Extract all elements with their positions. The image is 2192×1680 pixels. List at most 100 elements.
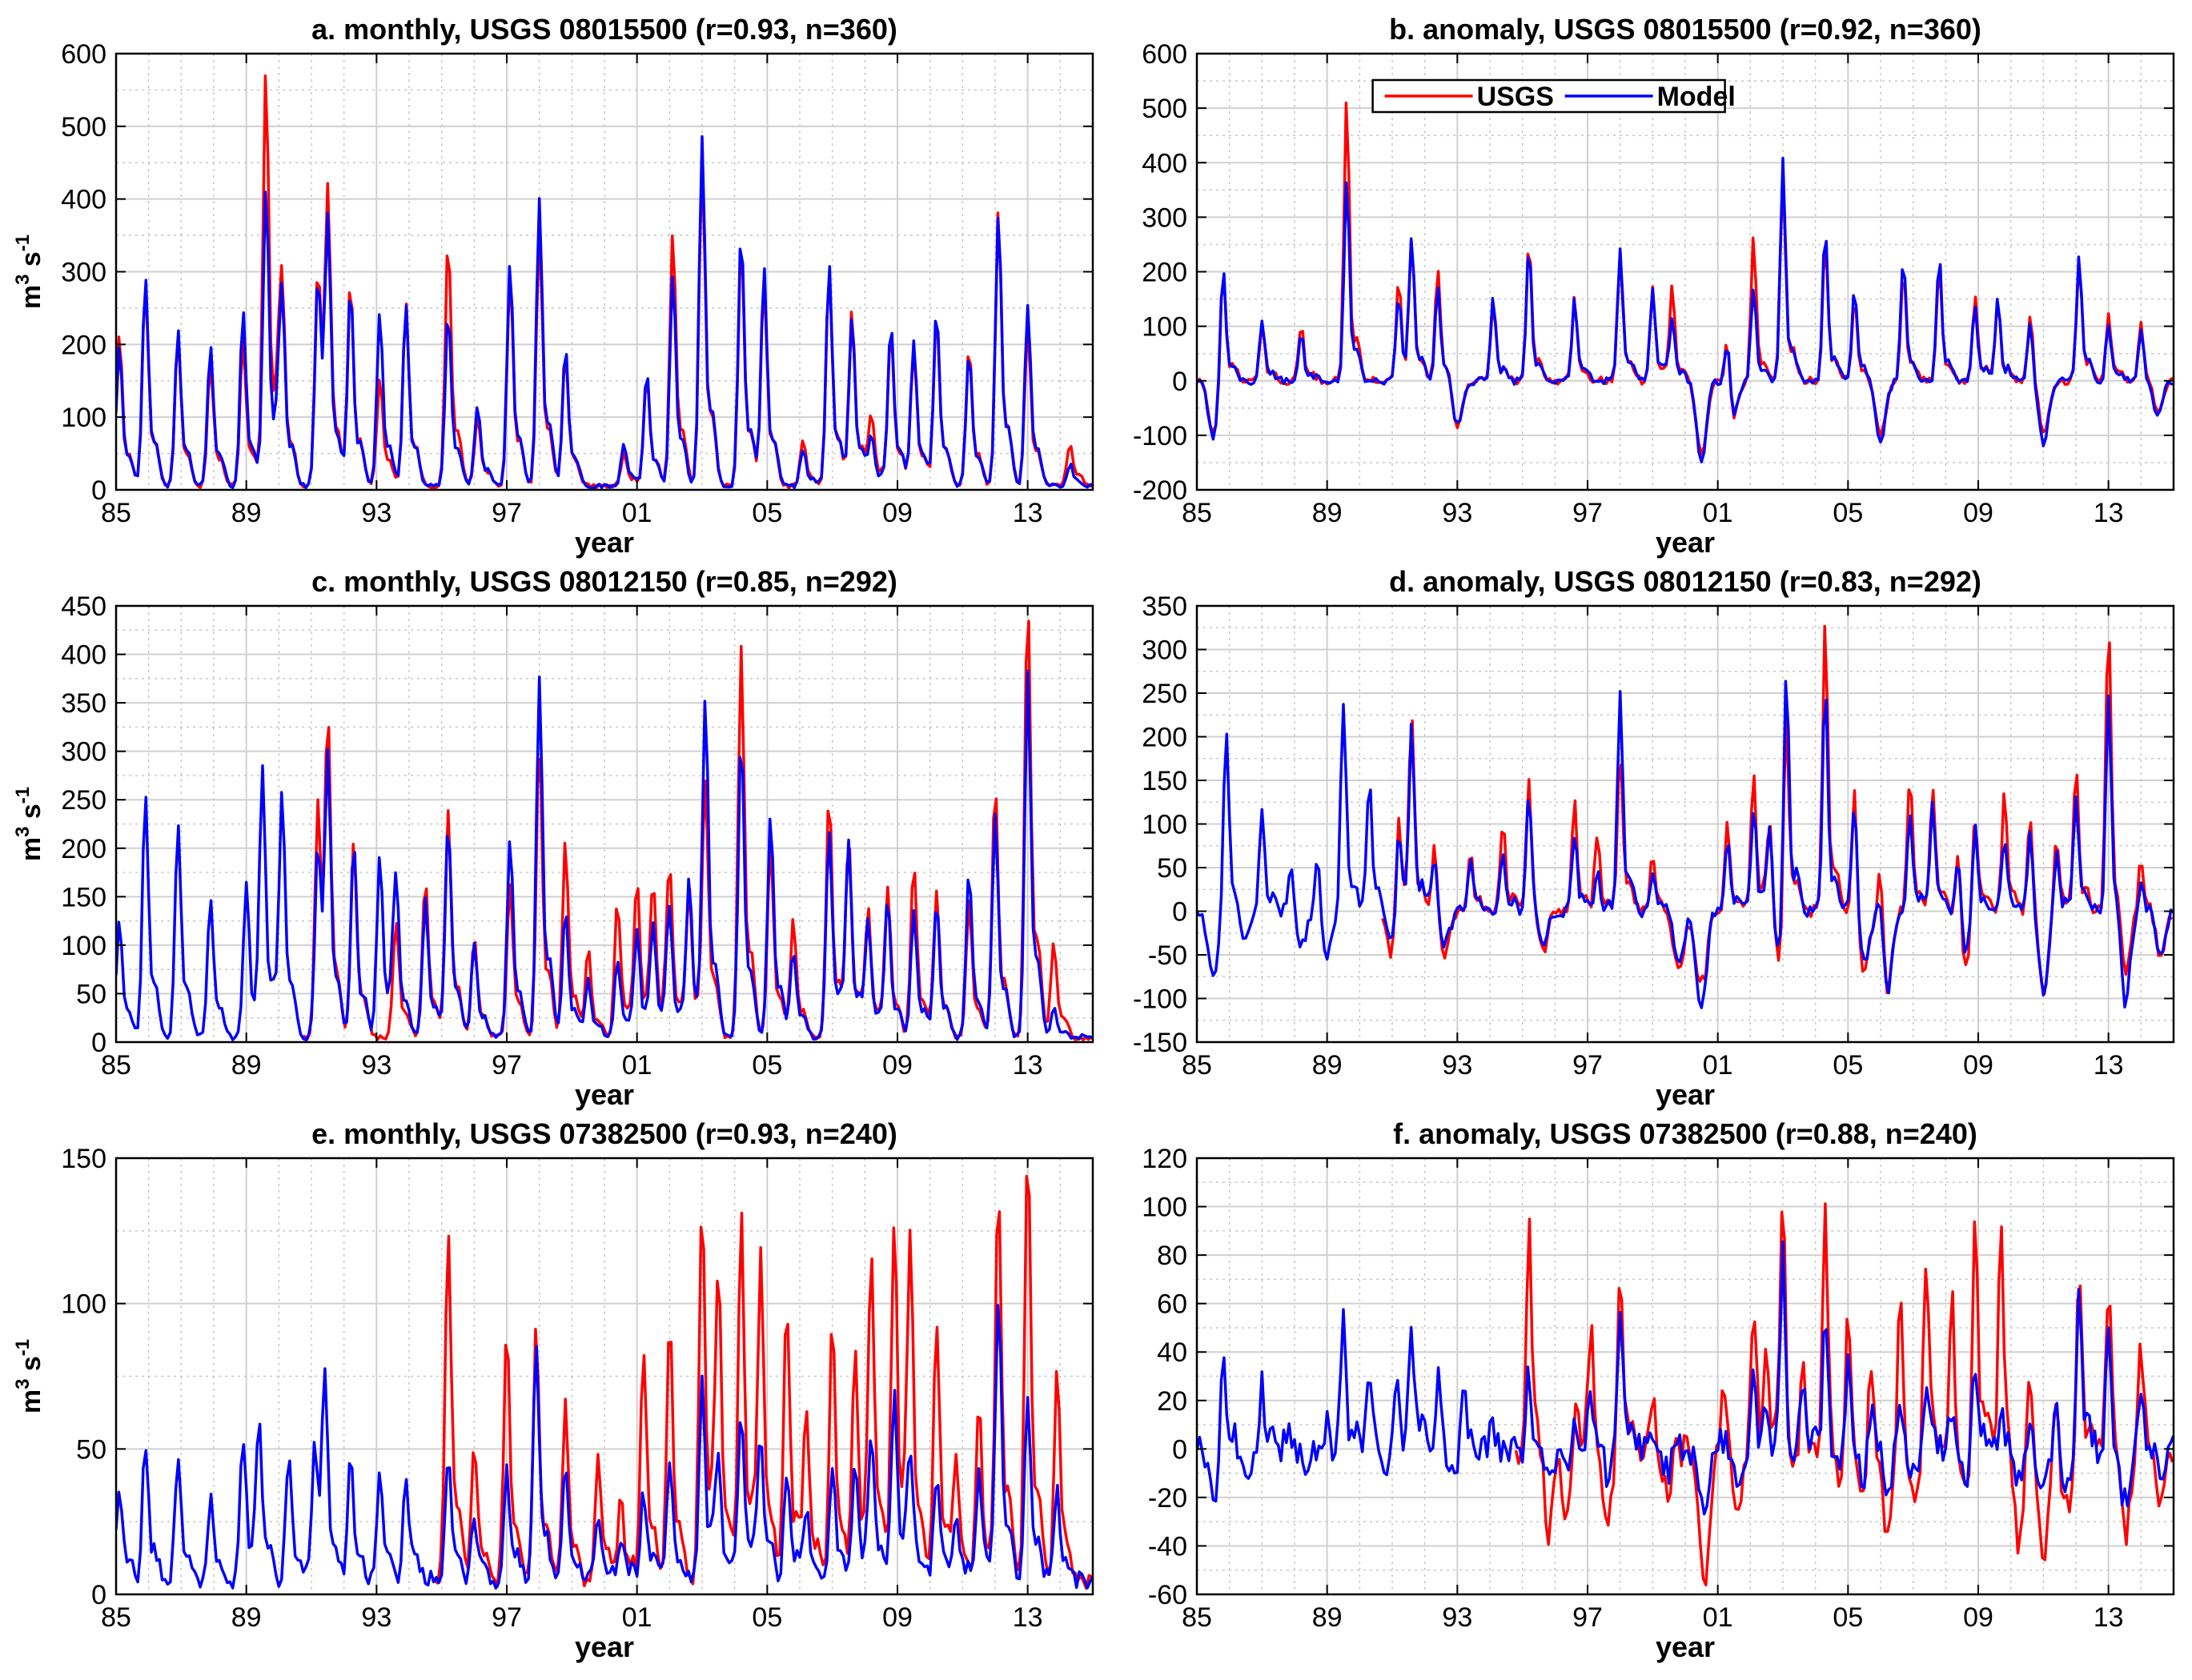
panel-b: 85 89 93 97 01 05 09 13 -200 -100 0 100 200 300 400 500…: [1133, 13, 2175, 559]
x-tick-label: 97: [492, 1050, 522, 1081]
y-tick-label: 150: [61, 1144, 106, 1174]
x-axis-label: year: [575, 1630, 634, 1663]
x-tick-label: 05: [1833, 1050, 1863, 1081]
panel-f: 85 89 93 97 01 05 09 13 -60 -40 -20 0 20 40 60 80 100 120…: [1142, 1117, 2175, 1663]
y-tick-label: -200: [1133, 475, 1187, 506]
y-tick-label: 300: [1142, 636, 1187, 666]
panel-e: 85 89 93 97 01 05 09 13 0 50 100 150 e. monthly, USG…: [12, 1117, 1094, 1663]
x-axis-label: year: [1656, 1078, 1715, 1111]
series-model-line: [1197, 680, 2174, 1009]
y-tick-label: -100: [1133, 421, 1187, 451]
x-tick-label: 93: [1442, 1050, 1472, 1081]
y-tick-label: 250: [1142, 679, 1187, 709]
x-tick-label: 09: [1963, 1050, 1993, 1081]
y-tick-label: 50: [76, 1434, 106, 1465]
x-tick-label: 89: [231, 1050, 262, 1081]
x-tick-label: 93: [361, 1050, 391, 1081]
y-tick-label: -40: [1148, 1531, 1187, 1562]
y-tick-label: 300: [1142, 202, 1187, 233]
y-tick-label: -50: [1148, 940, 1187, 971]
y-tick-label: 500: [61, 112, 106, 142]
x-tick-label: 97: [1572, 1602, 1603, 1633]
y-tick-label: -150: [1133, 1028, 1187, 1058]
x-tick-label: 97: [492, 1602, 522, 1633]
y-tick-label: 500: [1142, 94, 1187, 124]
panel-a: 85 89 93 97 01 05 09 13 0 100 200 300 400 500 600 a. mo…: [12, 13, 1094, 559]
chart-title: f. anomaly, USGS 07382500 (r=0.88, n=240…: [1393, 1117, 1977, 1150]
y-axis-label: m3 s-1: [12, 787, 46, 861]
chart-title: c. monthly, USGS 08012150 (r=0.85, n=292…: [311, 565, 897, 598]
x-tick-label: 13: [2094, 1050, 2124, 1081]
y-tick-label: 100: [61, 403, 106, 433]
x-tick-label: 85: [101, 1050, 131, 1081]
y-axis-label: m3 s-1: [12, 235, 46, 309]
x-tick-label: 09: [882, 498, 913, 528]
x-tick-label: 05: [752, 1602, 782, 1633]
x-tick-label: 97: [1572, 498, 1603, 528]
series-model-line: [116, 669, 1093, 1041]
chart-title: e. monthly, USGS 07382500 (r=0.93, n=240…: [311, 1117, 897, 1150]
y-tick-label: 400: [61, 185, 106, 215]
y-tick-label: 300: [61, 258, 106, 288]
x-tick-label: 09: [1963, 498, 1993, 528]
x-tick-label: 13: [2094, 1602, 2124, 1633]
x-axis-label: year: [1656, 1630, 1715, 1663]
legend-label-model: Model: [1657, 82, 1736, 112]
y-tick-label: 100: [61, 1289, 106, 1320]
series-model-line: [1197, 156, 2174, 463]
y-tick-label: -20: [1148, 1483, 1187, 1514]
series-model-line: [116, 1304, 1093, 1590]
x-tick-label: 01: [1703, 498, 1733, 528]
x-tick-label: 05: [1833, 1602, 1863, 1633]
y-tick-label: 100: [1142, 810, 1187, 840]
y-tick-label: 200: [1142, 258, 1187, 288]
x-tick-label: 13: [2094, 498, 2124, 528]
x-tick-label: 89: [1312, 1602, 1343, 1633]
y-tick-label: 100: [61, 931, 106, 961]
x-axis-label: year: [575, 526, 634, 559]
x-tick-label: 85: [1182, 1050, 1212, 1081]
x-tick-label: 01: [622, 1602, 652, 1633]
x-tick-label: 01: [1703, 1050, 1733, 1081]
y-tick-label: 50: [1157, 853, 1187, 884]
y-tick-label: 80: [1157, 1241, 1187, 1271]
y-tick-label: 0: [1172, 1434, 1187, 1465]
chart-title: d. anomaly, USGS 08012150 (r=0.83, n=292…: [1389, 565, 1981, 598]
y-tick-label: 120: [1142, 1144, 1187, 1174]
y-tick-label: 20: [1157, 1386, 1187, 1417]
x-tick-label: 97: [492, 498, 522, 528]
x-tick-label: 05: [752, 498, 782, 528]
chart-title: b. anomaly, USGS 08015500 (r=0.92, n=360…: [1389, 13, 1981, 46]
x-tick-label: 85: [1182, 498, 1212, 528]
x-tick-label: 01: [622, 1050, 652, 1081]
y-tick-label: 0: [91, 1028, 106, 1058]
x-tick-label: 93: [1442, 1602, 1472, 1633]
x-tick-label: 09: [882, 1602, 913, 1633]
axes-frame: [1195, 1157, 2175, 1596]
y-tick-label: 250: [61, 785, 106, 816]
x-tick-label: 13: [1013, 1602, 1043, 1633]
x-tick-label: 93: [361, 498, 391, 528]
series-model-line: [1197, 1240, 2174, 1516]
legend: USGS Model: [1371, 78, 1736, 114]
y-tick-label: -60: [1148, 1580, 1187, 1610]
y-tick-label: -100: [1133, 984, 1187, 1015]
y-tick-label: 100: [1142, 1193, 1187, 1223]
series-model-line: [116, 134, 1093, 490]
y-tick-label: 50: [76, 979, 106, 1009]
y-tick-label: 600: [1142, 39, 1187, 70]
x-axis-label: year: [1656, 526, 1715, 559]
y-tick-label: 0: [91, 475, 106, 506]
y-tick-label: 40: [1157, 1337, 1187, 1368]
x-tick-label: 85: [101, 498, 131, 528]
x-tick-label: 89: [231, 498, 262, 528]
x-tick-label: 89: [1312, 498, 1343, 528]
panel-c: 85 89 93 97 01 05 09 13 0 50 100 150 200 250 300 350 400…: [12, 565, 1094, 1111]
y-tick-label: 150: [61, 882, 106, 912]
y-tick-label: 0: [1172, 367, 1187, 397]
y-tick-label: 600: [61, 39, 106, 70]
chart-title: a. monthly, USGS 08015500 (r=0.93, n=360…: [311, 13, 897, 46]
x-tick-label: 89: [1312, 1050, 1343, 1081]
y-tick-label: 0: [1172, 897, 1187, 928]
y-tick-label: 450: [61, 591, 106, 622]
